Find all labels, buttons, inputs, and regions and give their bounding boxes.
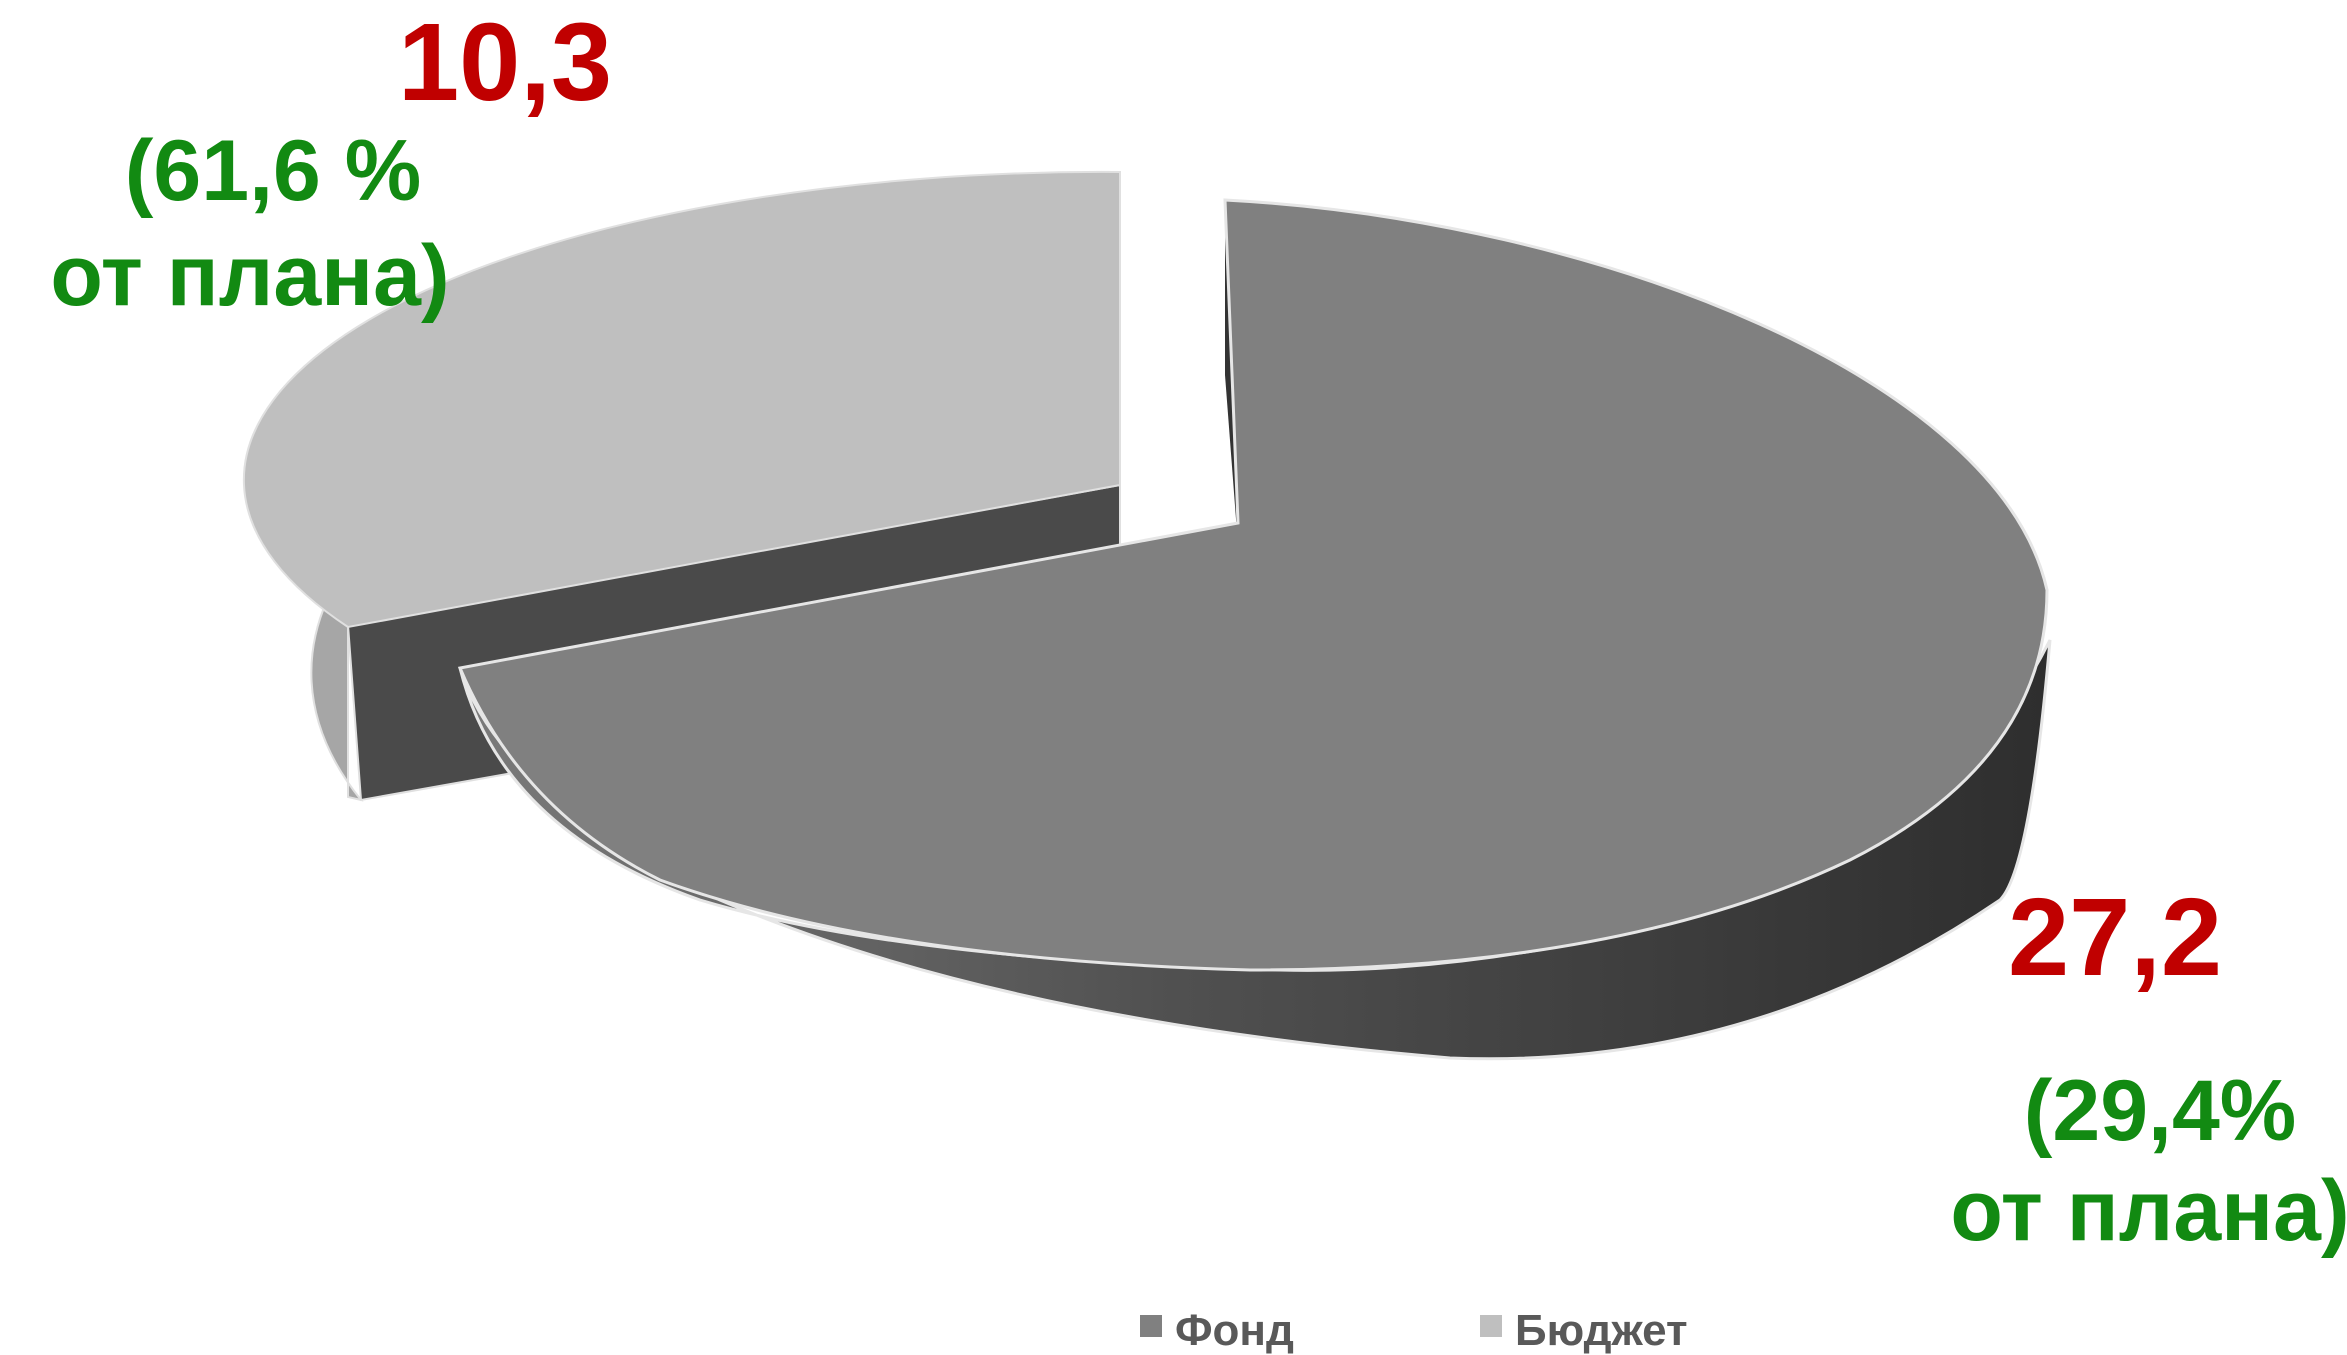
slice-fond-outer-side: [458, 639, 2052, 1061]
fond-percent-label-line1: (29,4%: [2024, 1063, 2297, 1159]
slice-fond-top: [457, 198, 2049, 972]
fond-percent-label-line2: от плана): [1950, 1163, 2347, 1259]
slice-fond: [457, 198, 2052, 1061]
budget-percent-label-line2: от плана): [50, 228, 449, 324]
slice-budget-top: [242, 170, 1121, 629]
budget-value-label: 10,3: [398, 1, 612, 124]
fond-value-label: 27,2: [2008, 876, 2222, 999]
legend-swatch-budget: [1480, 1315, 1502, 1337]
legend-label-fond: Фонд: [1175, 1306, 1294, 1355]
legend-label-budget: Бюджет: [1515, 1306, 1688, 1355]
legend-swatch-fond: [1140, 1315, 1162, 1337]
budget-percent-label-line1: (61,6 %: [125, 123, 421, 219]
legend: Фонд Бюджет: [1140, 1306, 1688, 1355]
